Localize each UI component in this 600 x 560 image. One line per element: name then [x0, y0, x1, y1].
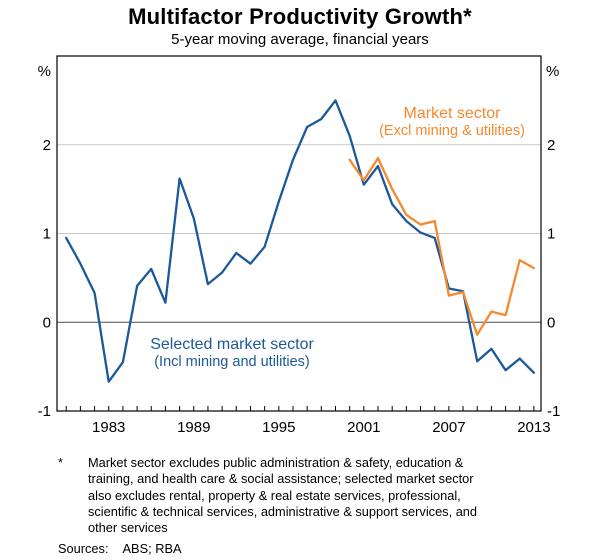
- svg-text:%: %: [546, 63, 559, 80]
- svg-text:2: 2: [43, 137, 51, 154]
- svg-text:0: 0: [547, 314, 555, 331]
- footnote: Market sector excludes public administra…: [88, 455, 538, 536]
- chart-subtitle: 5-year moving average, financial years: [171, 31, 429, 48]
- series-label-selected-market-sector-line2: (Incl mining and utilities): [154, 354, 310, 370]
- chart-title: Multifactor Productivity Growth*: [128, 4, 472, 29]
- svg-text:-1: -1: [38, 403, 51, 420]
- footnote-line: scientific & technical services, adminis…: [88, 503, 478, 519]
- series-label-selected-market-sector: Selected market sector (Incl mining and …: [150, 336, 314, 370]
- svg-text:1: 1: [43, 226, 51, 243]
- chart-svg: -1 -1 0 0 1 1 2 2% % 1983 1989 1995 2001 2007 2013: [38, 55, 560, 436]
- svg-text:2013: 2013: [517, 419, 550, 436]
- chart: -1 -1 0 0 1 1 2 2%% 1983 1989 1995 2001 2007 2013 Mar…: [38, 55, 560, 436]
- series-label-market-sector-line2: (Excl mining & utilities): [379, 123, 525, 139]
- sources-line: Sources: ABS; RBA: [58, 541, 182, 556]
- sources-value: ABS; RBA: [122, 541, 182, 556]
- svg-text:2: 2: [547, 137, 555, 154]
- svg-text:-1: -1: [547, 403, 560, 420]
- footnote-line: also excludes rental, property & real es…: [88, 487, 461, 503]
- svg-text:1983: 1983: [92, 419, 125, 436]
- footnote-line: training, and health care & social assis…: [88, 471, 474, 487]
- series-label-selected-market-sector-line1: Selected market sector: [150, 336, 314, 353]
- footnote-line: other services: [88, 520, 168, 536]
- svg-text:1989: 1989: [177, 419, 210, 436]
- svg-text:1: 1: [547, 226, 555, 243]
- svg-text:2007: 2007: [432, 419, 465, 436]
- svg-text:2001: 2001: [347, 419, 380, 436]
- footnote-asterisk: *: [58, 455, 63, 470]
- sources-label: Sources:: [58, 541, 109, 556]
- svg-text:%: %: [38, 63, 51, 80]
- footnote-line: Market sector excludes public administra…: [88, 455, 464, 470]
- svg-text:0: 0: [43, 314, 51, 331]
- series-label-market-sector: Market sector (Excl mining & utilities): [379, 105, 525, 139]
- svg-text:1995: 1995: [262, 419, 295, 436]
- series-label-market-sector-line1: Market sector: [403, 105, 501, 122]
